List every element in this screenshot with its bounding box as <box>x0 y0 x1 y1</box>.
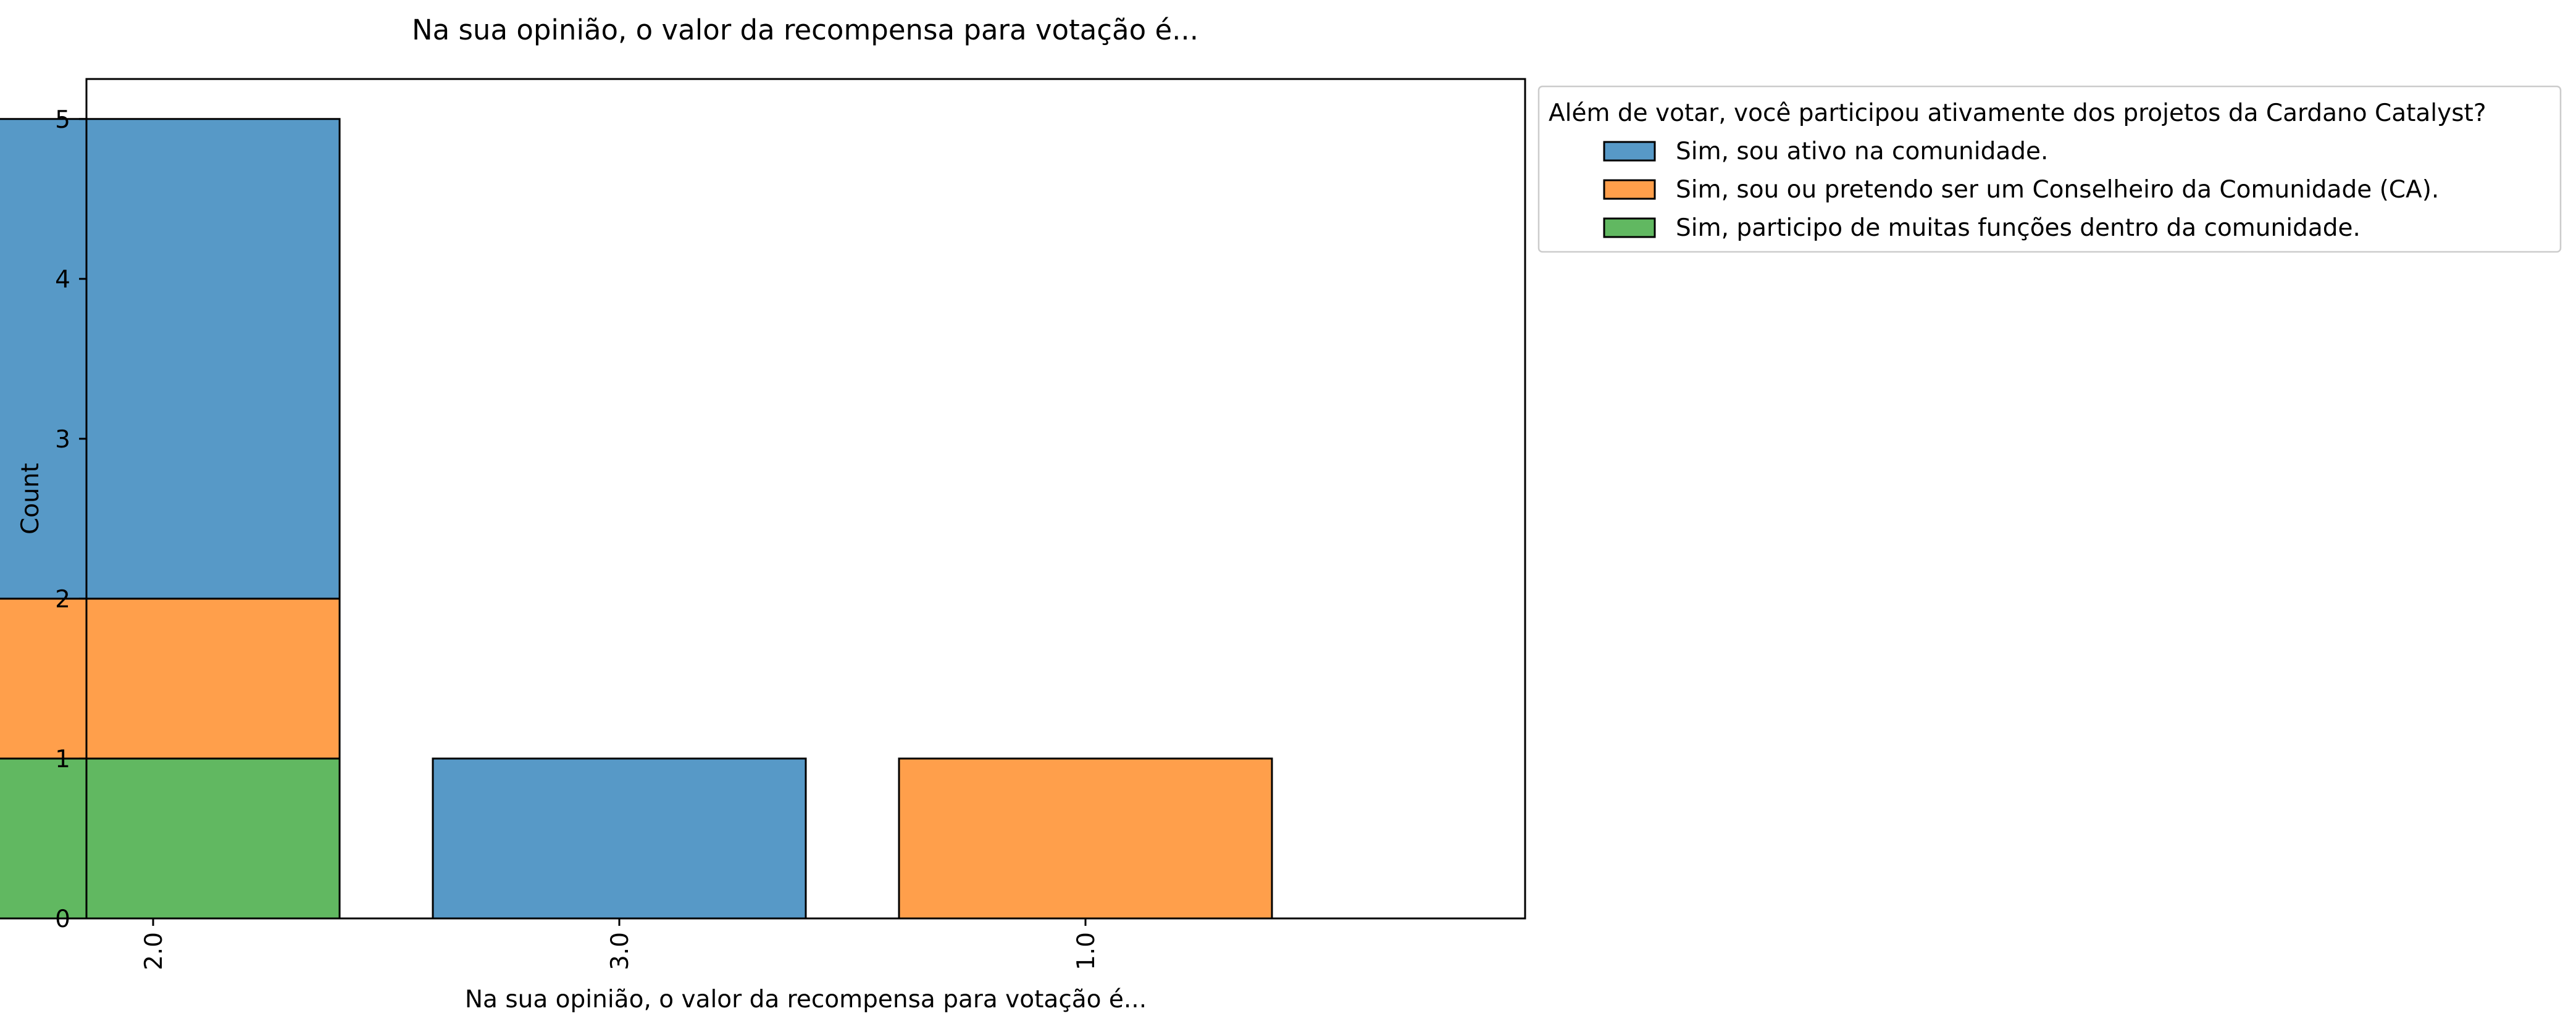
bar-3.0-series-0 <box>432 757 807 920</box>
y-tick-label: 1 <box>55 746 70 773</box>
y-tick-label: 0 <box>55 905 70 933</box>
y-tick-label: 4 <box>55 266 70 294</box>
legend-label: Sim, participo de muitas funções dentro … <box>1676 214 2361 242</box>
legend-frame <box>1537 85 2562 253</box>
y-tick-label: 3 <box>55 426 70 454</box>
legend-swatch <box>1603 179 1656 200</box>
bars <box>0 118 1273 920</box>
x-tick-label: 1.0 <box>1073 932 1100 970</box>
bar-1.0-series-1 <box>898 757 1273 920</box>
y-axis: 0 1 2 3 4 5 <box>55 106 86 933</box>
chart-title: Na sua opinião, o valor da recompensa pa… <box>412 14 1198 46</box>
x-tick-label: 2.0 <box>140 932 168 970</box>
x-axis-label: Na sua opinião, o valor da recompensa pa… <box>465 986 1147 1013</box>
y-axis-label: Count <box>17 463 44 535</box>
x-axis: 2.0 3.0 1.0 <box>140 918 1100 970</box>
legend-swatch <box>1603 217 1656 238</box>
bar-2.0-series-0 <box>0 118 341 600</box>
legend-swatch <box>1603 141 1656 162</box>
legend-label: Sim, sou ou pretendo ser um Conselheiro … <box>1676 176 2439 204</box>
y-tick-label: 2 <box>55 586 70 614</box>
legend: Além de votar, você participou ativament… <box>1537 85 2562 253</box>
x-tick-label: 3.0 <box>606 932 634 970</box>
y-tick-label: 5 <box>55 106 70 134</box>
plot-frame <box>85 78 1526 920</box>
legend-label: Sim, sou ativo na comunidade. <box>1676 138 2048 165</box>
legend-title: Além de votar, você participou ativament… <box>1549 99 2486 127</box>
bar-2.0-series-1 <box>0 597 341 760</box>
legend-items: Sim, sou ativo na comunidade. Sim, sou ou… <box>1603 138 2439 242</box>
bar-2.0-series-2 <box>0 757 341 920</box>
